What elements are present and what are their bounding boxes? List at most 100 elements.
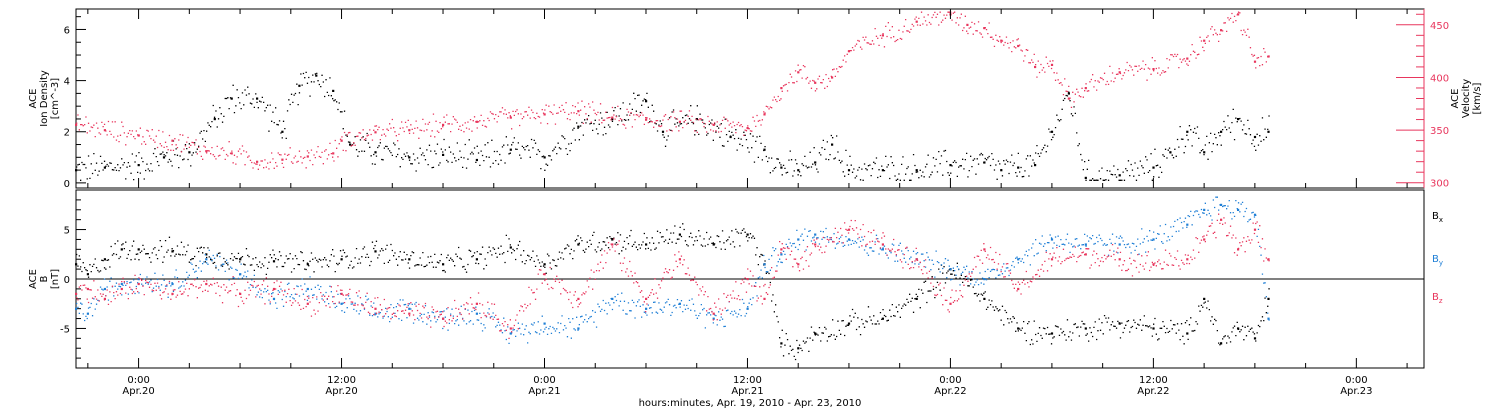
b-by-point bbox=[780, 253, 783, 256]
b-bx-point bbox=[1220, 342, 1223, 345]
right-tick-label: 300 bbox=[1430, 179, 1449, 190]
b-bz-point bbox=[949, 302, 952, 305]
b-bz-point bbox=[86, 287, 89, 291]
velocity-point bbox=[509, 116, 512, 119]
ion-density-point bbox=[281, 130, 284, 133]
ion-density-point bbox=[814, 161, 817, 164]
b-bz-point bbox=[1084, 253, 1087, 256]
b-by-point bbox=[75, 307, 78, 310]
b-bx-point bbox=[645, 243, 648, 246]
b-bz-point bbox=[712, 312, 715, 315]
b-bx-point bbox=[797, 347, 800, 350]
ion-density-point bbox=[213, 118, 216, 121]
b-bz-point bbox=[577, 297, 580, 300]
ion-density-points bbox=[76, 71, 1270, 181]
ion-density-point bbox=[1152, 166, 1155, 169]
velocity-point bbox=[983, 27, 986, 30]
b-bz-point bbox=[205, 282, 208, 286]
left-tick-label: 4 bbox=[64, 77, 70, 88]
x-tick-time: 0:00 bbox=[127, 375, 149, 386]
b-bz-point bbox=[847, 228, 851, 231]
b-by-point bbox=[1220, 203, 1223, 206]
ion-density-point bbox=[661, 130, 665, 133]
b-by-point bbox=[340, 302, 343, 305]
b-bz-point bbox=[814, 243, 817, 246]
ion-density-point bbox=[847, 169, 851, 172]
ion-density-point bbox=[442, 153, 445, 156]
b-bz-point bbox=[306, 302, 309, 305]
b-bx-point bbox=[746, 233, 749, 236]
b-bz-point bbox=[1203, 238, 1206, 241]
velocity-point bbox=[1186, 57, 1189, 60]
b-bx-point bbox=[442, 263, 445, 266]
velocity-point bbox=[797, 71, 800, 74]
b-bx-point bbox=[1050, 332, 1054, 335]
b-bx-point bbox=[1237, 327, 1240, 330]
ion-density-point bbox=[1118, 174, 1121, 177]
x-tick-time: 0:00 bbox=[1345, 375, 1367, 386]
velocity-point bbox=[1253, 60, 1257, 63]
b-bz-point bbox=[239, 292, 242, 295]
b-bx-point bbox=[712, 243, 715, 246]
b-by-point bbox=[86, 312, 89, 315]
b-bz-point bbox=[797, 263, 800, 266]
b-by-point bbox=[1017, 258, 1020, 261]
velocity-point bbox=[543, 113, 546, 116]
ion-density-point bbox=[611, 118, 614, 121]
b-bz-point bbox=[1267, 258, 1270, 261]
velocity-point bbox=[205, 150, 208, 153]
velocity-point bbox=[645, 118, 648, 121]
left-axis-label: ACE bbox=[28, 89, 39, 109]
right-tick-label: 400 bbox=[1430, 73, 1449, 84]
b-bz-points bbox=[76, 213, 1270, 340]
ion-density-point bbox=[162, 156, 166, 159]
x-tick-time: 12:00 bbox=[1139, 375, 1168, 386]
b-by-point bbox=[475, 312, 478, 315]
b-bx-point bbox=[983, 297, 986, 300]
ion-density-point bbox=[256, 97, 259, 100]
right-axis-label: ACE bbox=[1450, 89, 1461, 109]
ion-density-point bbox=[645, 100, 648, 103]
b-by-point bbox=[509, 332, 512, 335]
b-by-point bbox=[763, 263, 766, 266]
velocity-point bbox=[966, 23, 969, 26]
legend-bz: Bz bbox=[1432, 292, 1443, 305]
b-bz-point bbox=[1220, 218, 1223, 221]
time-axis: 0:00Apr.2012:00Apr.200:00Apr.2112:00Apr.… bbox=[87, 9, 1408, 397]
b-by-point bbox=[1050, 238, 1054, 241]
ion-density-point bbox=[1084, 176, 1087, 179]
b-bx-point bbox=[1118, 322, 1121, 325]
b-by-point bbox=[611, 297, 614, 300]
ion-density-point bbox=[695, 118, 698, 121]
x-tick-time: 12:00 bbox=[327, 375, 356, 386]
b-by-point bbox=[120, 282, 123, 286]
x-tick-time: 0:00 bbox=[533, 375, 555, 386]
b-bx-point bbox=[86, 273, 89, 276]
b-by-point bbox=[1152, 238, 1155, 241]
velocity-point bbox=[442, 123, 445, 126]
b-bx-point bbox=[1253, 337, 1257, 340]
b-bx-point bbox=[374, 250, 377, 253]
x-tick-date: Apr.22 bbox=[1137, 386, 1169, 397]
ion-density-point bbox=[103, 166, 106, 169]
b-bx-point bbox=[306, 263, 309, 266]
b-bz-point bbox=[763, 297, 766, 300]
velocity-points bbox=[76, 11, 1270, 170]
legend-subscript: x bbox=[1439, 216, 1443, 224]
b-bz-point bbox=[780, 248, 783, 251]
b-by-point bbox=[983, 278, 986, 281]
ion-density-point bbox=[729, 135, 732, 139]
b-bz-point bbox=[1237, 248, 1240, 251]
b-by-point bbox=[746, 307, 749, 310]
ion-density-point bbox=[831, 143, 834, 146]
b-by-point bbox=[408, 307, 411, 310]
b-bz-point bbox=[120, 287, 123, 291]
b-bx-points bbox=[76, 223, 1270, 361]
b-by-point bbox=[374, 312, 377, 315]
left-axis-label: ACE bbox=[28, 269, 39, 289]
b-bz-point bbox=[1118, 258, 1121, 261]
b-bz-point bbox=[543, 273, 546, 276]
b-bx-point bbox=[1084, 327, 1087, 330]
velocity-point bbox=[1034, 65, 1037, 69]
